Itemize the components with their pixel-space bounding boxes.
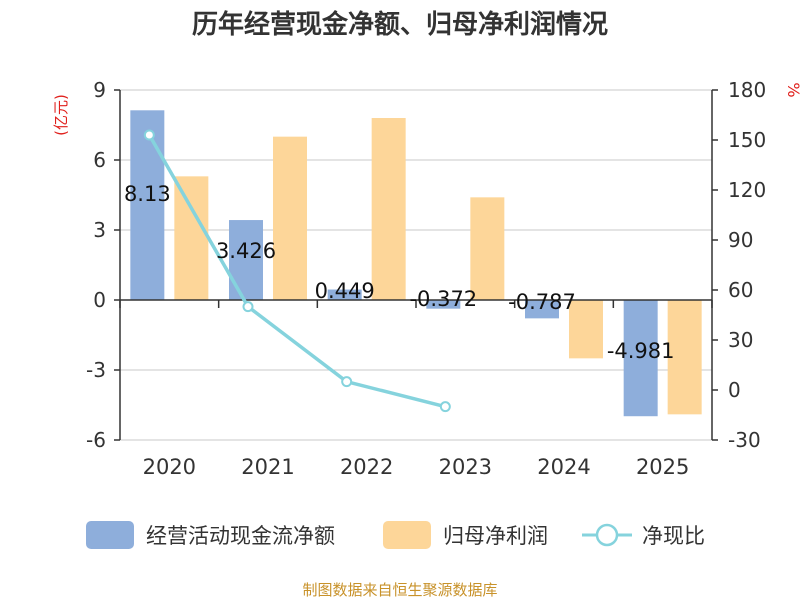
right-tick-label: 30: [728, 328, 753, 352]
bar-cashflow[interactable]: [525, 300, 559, 319]
right-axis: 180 150 120 90 60 30 0 -30: [711, 78, 766, 452]
cashflow-data-label: 8.13: [124, 182, 171, 206]
ratio-line-group: [143, 129, 451, 413]
left-tick-label: -3: [86, 358, 106, 382]
cashflow-data-label: 0.449: [315, 279, 375, 303]
bar-netprofit[interactable]: [273, 136, 307, 300]
right-tick-label: 0: [728, 378, 741, 402]
right-tick-label: 150: [728, 128, 766, 152]
source-note: 制图数据来自恒生聚源数据库: [302, 581, 497, 599]
right-tick-label: 90: [728, 228, 753, 252]
left-tick-label: 9: [93, 78, 106, 102]
x-tick-label: 2024: [537, 455, 590, 479]
right-tick-label: 180: [728, 78, 766, 102]
right-tick-label: -30: [728, 428, 761, 452]
legend-label-cashflow: 经营活动现金流净额: [146, 524, 335, 548]
legend-item-netprofit[interactable]: 归母净利润: [383, 521, 548, 549]
x-tick-label: 2023: [439, 455, 492, 479]
ratio-point[interactable]: [341, 376, 353, 388]
x-axis: 2020 2021 2022 2023 2024 2025: [143, 455, 690, 479]
bar-netprofit[interactable]: [470, 197, 505, 300]
ratio-line: [147, 134, 446, 409]
ratio-point[interactable]: [439, 401, 451, 413]
bar-netprofit[interactable]: [569, 300, 603, 359]
right-axis-label: %: [784, 82, 800, 97]
bar-cashflow[interactable]: [327, 289, 362, 300]
bar-netprofit[interactable]: [371, 118, 406, 300]
left-tick-label: 3: [93, 218, 106, 242]
x-tick-label: 2022: [340, 455, 393, 479]
legend-item-ratio[interactable]: 净现比: [582, 523, 705, 548]
bar-cashflow[interactable]: [623, 300, 658, 417]
x-tick-label: 2025: [636, 455, 689, 479]
legend-swatch-cashflow: [86, 521, 134, 549]
bar-netprofit[interactable]: [667, 300, 702, 415]
grid-lines: [120, 89, 712, 441]
cashflow-data-label: -0.372: [409, 287, 477, 311]
data-labels: 8.13 3.426 0.449 -0.372 -0.787 -4.981: [124, 182, 675, 363]
bar-cashflow[interactable]: [130, 110, 165, 300]
legend-swatch-netprofit: [383, 521, 431, 549]
cashflow-data-label: -0.787: [508, 290, 576, 314]
cashflow-data-label: -4.981: [607, 339, 675, 363]
x-tick-label: 2021: [241, 455, 294, 479]
x-tick-label: 2020: [143, 455, 196, 479]
right-tick-label: 120: [728, 178, 766, 202]
chart-title: 历年经营现金净额、归母净利润情况: [192, 9, 608, 40]
legend-label-netprofit: 归母净利润: [443, 524, 548, 548]
ratio-point[interactable]: [242, 301, 254, 313]
ratio-point[interactable]: [143, 129, 155, 141]
bar-netprofit[interactable]: [174, 176, 209, 300]
right-tick-label: 60: [728, 278, 753, 302]
left-tick-label: -6: [86, 428, 106, 452]
cashflow-data-label: 3.426: [216, 239, 276, 263]
left-axis: 9 6 3 0 -3 -6: [86, 78, 121, 452]
zero-axis: [119, 299, 713, 308]
legend: 经营活动现金流净额 归母净利润 净现比: [86, 521, 705, 549]
left-tick-label: 0: [93, 288, 106, 312]
left-axis-label: (亿元): [52, 94, 70, 136]
legend-label-ratio: 净现比: [642, 524, 705, 548]
legend-swatch-ratio-marker: [595, 523, 619, 547]
left-tick-label: 6: [93, 148, 106, 172]
legend-item-cashflow[interactable]: 经营活动现金流净额: [86, 521, 335, 549]
bars-group: [130, 110, 702, 417]
bar-cashflow[interactable]: [426, 300, 461, 309]
